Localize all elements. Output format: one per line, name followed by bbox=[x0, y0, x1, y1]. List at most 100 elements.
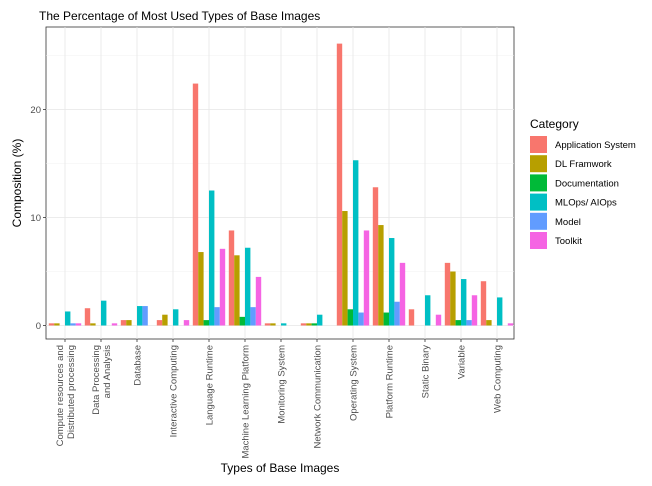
bar bbox=[461, 279, 467, 326]
legend: Category Application System DL Framwork Do… bbox=[530, 117, 636, 249]
bar bbox=[228, 230, 235, 326]
bar bbox=[219, 248, 226, 326]
legend-key bbox=[530, 155, 547, 173]
x-axis: Compute resources and Distributed process… bbox=[55, 339, 504, 459]
bar bbox=[408, 309, 415, 326]
bar bbox=[300, 323, 307, 326]
legend-label: Application System bbox=[555, 140, 636, 151]
bar bbox=[394, 301, 400, 326]
bar bbox=[192, 83, 199, 326]
x-tick-label-line: Network Communication bbox=[313, 345, 324, 448]
x-tick-label: Web Computing bbox=[493, 345, 504, 413]
legend-label: Documentation bbox=[555, 178, 619, 189]
bar bbox=[425, 295, 431, 326]
bar bbox=[336, 43, 343, 326]
bar bbox=[389, 238, 395, 326]
x-tick-label-line: Monitoring System bbox=[277, 345, 288, 424]
bar bbox=[70, 323, 76, 326]
legend-label: MLOps/ AIOps bbox=[555, 198, 617, 209]
bar bbox=[347, 309, 353, 326]
y-tick-label: 0 bbox=[36, 321, 41, 332]
bar bbox=[264, 323, 271, 326]
bar bbox=[363, 230, 370, 326]
bar bbox=[239, 316, 245, 326]
bar bbox=[173, 309, 179, 326]
x-tick-label: Database bbox=[133, 345, 144, 386]
x-tick-label: Language Runtime bbox=[205, 345, 216, 425]
bar bbox=[234, 255, 240, 326]
y-axis-title: Composition (%) bbox=[10, 139, 24, 228]
legend-label: Model bbox=[555, 217, 581, 228]
bar bbox=[471, 295, 478, 326]
x-axis-title: Types of Base Images bbox=[221, 461, 340, 475]
legend-title: Category bbox=[530, 117, 579, 131]
bar bbox=[306, 323, 312, 326]
bar bbox=[162, 314, 168, 326]
bar bbox=[486, 320, 492, 326]
chart-title: The Percentage of Most Used Types of Bas… bbox=[39, 9, 320, 23]
y-tick-label: 10 bbox=[30, 213, 41, 224]
x-tick-label-line: Compute resources and bbox=[55, 345, 66, 446]
bar bbox=[342, 211, 348, 326]
bar bbox=[311, 323, 317, 326]
bar bbox=[455, 320, 461, 326]
x-tick-label-line: Web Computing bbox=[493, 345, 504, 413]
legend-key bbox=[530, 174, 547, 192]
x-tick-label-line: and Analysis bbox=[102, 345, 113, 399]
bar bbox=[372, 187, 379, 326]
bar bbox=[497, 297, 503, 326]
bar bbox=[75, 323, 82, 326]
x-tick-label: Data Processing and Analysis bbox=[91, 345, 113, 415]
bar bbox=[101, 300, 107, 326]
x-tick-label: Compute resources and Distributed process… bbox=[55, 345, 77, 446]
x-tick-label: Static Binary bbox=[421, 345, 432, 399]
bar bbox=[378, 225, 384, 326]
y-tick-label: 20 bbox=[30, 105, 41, 116]
bar bbox=[90, 323, 96, 326]
bar bbox=[183, 320, 190, 326]
x-tick-label-line: Static Binary bbox=[421, 345, 432, 399]
bar bbox=[84, 308, 91, 326]
legend-label: Toolkit bbox=[555, 236, 582, 247]
bar bbox=[245, 247, 251, 326]
legend-key bbox=[530, 232, 547, 249]
bar bbox=[435, 314, 442, 326]
bar bbox=[209, 190, 215, 326]
bar bbox=[120, 320, 127, 326]
grid bbox=[46, 27, 514, 339]
x-tick-label: Machine Learning Platform bbox=[241, 345, 252, 459]
x-tick-label-line: Data Processing bbox=[91, 345, 102, 415]
x-tick-label: Network Communication bbox=[313, 345, 324, 448]
bar bbox=[198, 252, 204, 326]
bar bbox=[270, 323, 276, 326]
x-tick-label-line: Distributed processing bbox=[66, 345, 77, 439]
bar bbox=[507, 323, 514, 326]
bar bbox=[444, 262, 451, 326]
plot-panel bbox=[45, 26, 515, 340]
legend-key bbox=[530, 193, 547, 211]
bar bbox=[383, 312, 389, 326]
bar bbox=[353, 160, 359, 326]
x-tick-label: Variable bbox=[457, 345, 468, 379]
x-tick-label-line: Operating System bbox=[349, 345, 360, 421]
bar bbox=[156, 320, 163, 326]
bar bbox=[255, 276, 262, 326]
x-tick-label-line: Platform Runtime bbox=[385, 345, 396, 418]
x-tick-label: Monitoring System bbox=[277, 345, 288, 424]
bar bbox=[250, 307, 256, 326]
bar bbox=[358, 312, 364, 326]
legend-key bbox=[530, 212, 547, 230]
bar bbox=[214, 307, 220, 326]
legend-key bbox=[530, 136, 547, 153]
bar bbox=[281, 323, 287, 326]
x-tick-label-line: Interactive Computing bbox=[169, 345, 180, 437]
bar bbox=[48, 323, 55, 326]
x-tick-label: Operating System bbox=[349, 345, 360, 421]
bar bbox=[450, 271, 456, 326]
bar bbox=[399, 262, 406, 326]
bar bbox=[480, 281, 487, 326]
x-tick-label-line: Language Runtime bbox=[205, 345, 216, 425]
bar bbox=[317, 314, 323, 326]
bar bbox=[142, 306, 148, 326]
